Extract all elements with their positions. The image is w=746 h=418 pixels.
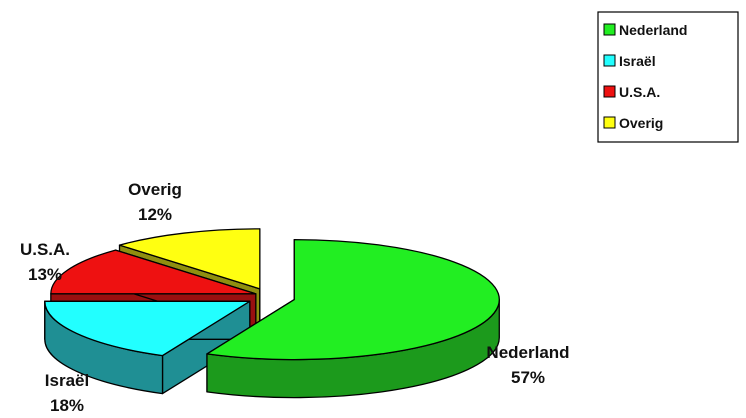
pie-slice-israel-top [44, 300, 251, 357]
legend-label-israel: Israël [619, 53, 656, 69]
pie-slice-nederland-top [206, 238, 500, 361]
legend: Nederland Israël U.S.A. Overig [597, 11, 739, 143]
label-usa-name: U.S.A. [20, 240, 70, 259]
legend-box [597, 11, 739, 143]
legend-item-israel: Israël [603, 53, 656, 69]
legend-swatch-usa [603, 85, 616, 98]
label-israel-value: 18% [50, 396, 84, 415]
pie-slice-israel [44, 300, 251, 395]
label-nederland-name: Nederland [486, 343, 569, 362]
slices-layer [44, 228, 500, 399]
label-overig-name: Overig [128, 180, 182, 199]
legend-item-nederland: Nederland [603, 22, 687, 38]
legend-swatch-nederland [603, 23, 616, 36]
legend-label-nederland: Nederland [619, 22, 687, 38]
label-overig-value: 12% [138, 205, 172, 224]
pie-slice-usa-top [50, 249, 257, 295]
legend-label-usa: U.S.A. [619, 84, 660, 100]
label-nederland-value: 57% [511, 368, 545, 387]
legend-item-usa: U.S.A. [603, 84, 660, 100]
legend-item-overig: Overig [603, 115, 663, 131]
label-usa-value: 13% [28, 265, 62, 284]
legend-swatch-israel [603, 54, 616, 67]
legend-swatch-overig [603, 116, 616, 129]
label-israel-name: Israël [45, 371, 89, 390]
legend-label-overig: Overig [619, 115, 663, 131]
pie-slice-overig-top [118, 228, 261, 290]
pie-slice-nederland [206, 238, 500, 399]
